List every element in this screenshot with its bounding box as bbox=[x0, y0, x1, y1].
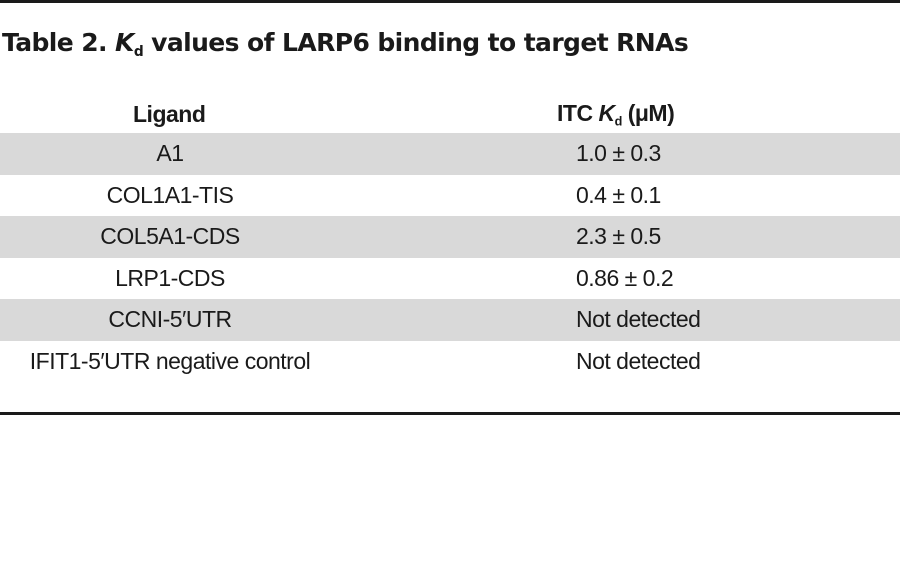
header-kd-prefix: ITC bbox=[557, 99, 593, 126]
caption-subscript: d bbox=[133, 43, 144, 60]
top-rule bbox=[0, 0, 900, 3]
header-kd-symbol: K bbox=[598, 99, 615, 126]
table-row: LRP1-CDS 0.86 ± 0.2 bbox=[0, 258, 900, 300]
table-row: COL5A1-CDS 2.3 ± 0.5 bbox=[0, 216, 900, 258]
table-row: COL1A1-TIS 0.4 ± 0.1 bbox=[0, 175, 900, 217]
caption-symbol: K bbox=[115, 28, 134, 57]
caption-label: Table 2. bbox=[2, 28, 108, 57]
header-itc-kd: ITC Kd (μM) bbox=[340, 95, 900, 133]
kd-cell: 2.3 ± 0.5 bbox=[340, 216, 900, 258]
kd-cell: 1.0 ± 0.3 bbox=[340, 133, 900, 175]
kd-cell: 0.86 ± 0.2 bbox=[576, 264, 674, 291]
table-row: A1 1.0 ± 0.3 bbox=[0, 133, 900, 175]
table-row: IFIT1-5′UTR negative control Not detecte… bbox=[0, 341, 900, 383]
caption-text: values of LARP6 binding to target RNAs bbox=[151, 28, 689, 57]
header-row: Ligand ITC Kd (μM) bbox=[0, 95, 900, 133]
ligand-cell: IFIT1-5′UTR negative control bbox=[29, 347, 311, 374]
bottom-rule bbox=[0, 412, 900, 415]
ligand-cell: A1 bbox=[0, 133, 340, 175]
ligand-cell: LRP1-CDS bbox=[115, 264, 225, 291]
header-kd-subscript: d bbox=[614, 114, 623, 129]
ligand-cell: COL5A1-CDS bbox=[0, 216, 340, 258]
kd-cell: Not detected bbox=[340, 299, 900, 341]
kd-cell: 0.4 ± 0.1 bbox=[576, 181, 661, 208]
table-caption: Table 2. Kd values of LARP6 binding to t… bbox=[2, 28, 689, 60]
ligand-cell: CCNI-5′UTR bbox=[0, 299, 340, 341]
table-row: CCNI-5′UTR Not detected bbox=[0, 299, 900, 341]
header-kd-unit: (μM) bbox=[627, 99, 675, 126]
kd-cell: Not detected bbox=[576, 347, 701, 374]
ligand-cell: COL1A1-TIS bbox=[106, 181, 234, 208]
kd-table: Ligand ITC Kd (μM) A1 1.0 ± 0.3 COL1A1-T… bbox=[0, 95, 900, 382]
header-ligand: Ligand bbox=[133, 100, 206, 127]
